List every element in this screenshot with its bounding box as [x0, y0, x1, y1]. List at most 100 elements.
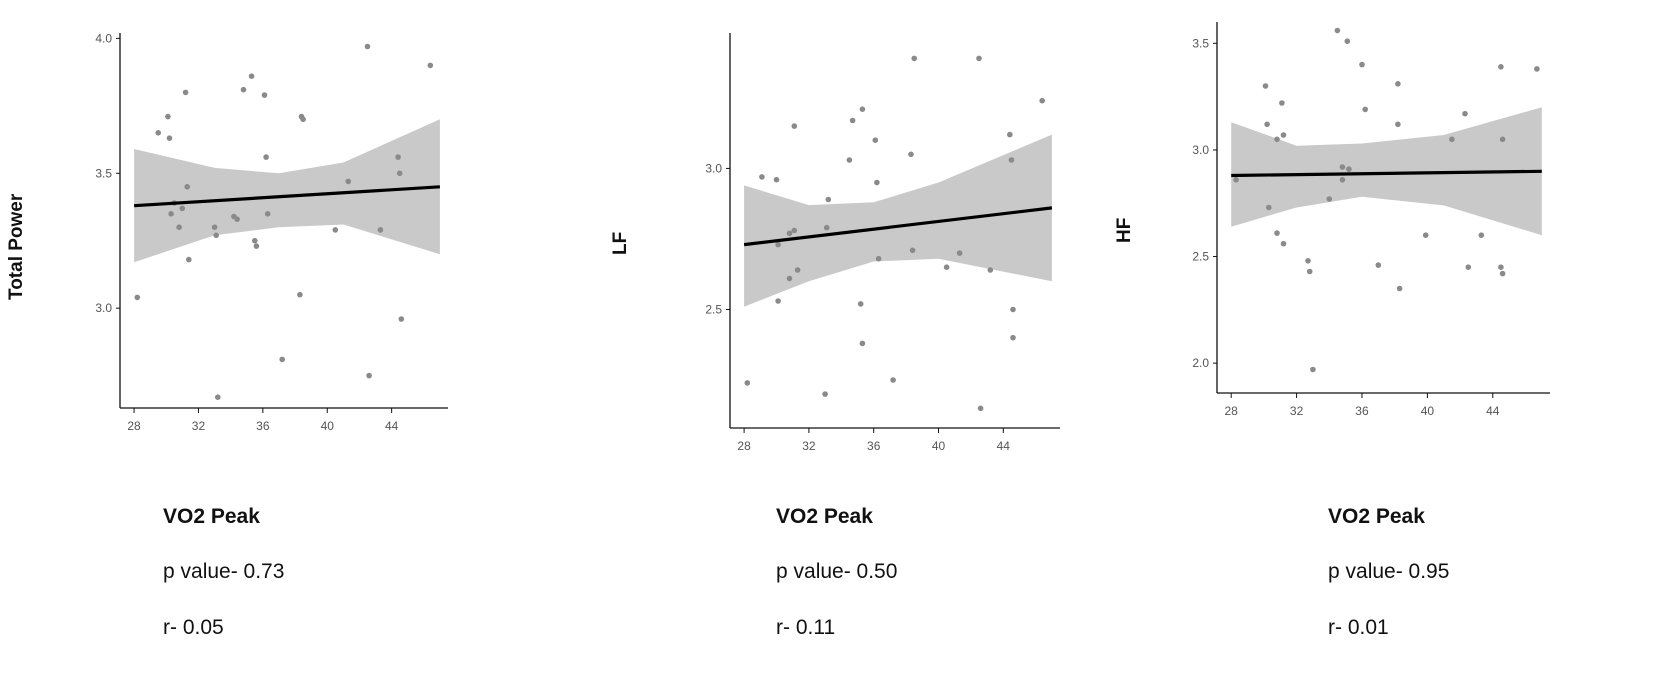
chart-panel-lf: 2.5 3.0 28 32 36 40 44 LF VO2 Peak p value- 0.… [560, 0, 1120, 683]
data-point [773, 176, 780, 183]
data-point [1305, 258, 1311, 264]
data-point [364, 43, 371, 50]
x-tick-label: 32 [802, 439, 816, 453]
data-point [1039, 97, 1045, 104]
data-point [234, 216, 240, 222]
y-axis-label: Total Power [6, 193, 27, 300]
y-axis-label: HF [1114, 217, 1135, 243]
data-point [377, 227, 384, 233]
y-tick-label: 3.0 [1192, 143, 1209, 157]
regression-line [134, 185, 440, 208]
x-tick-label: 44 [385, 419, 399, 433]
p-value-text: p value- 0.50 [776, 560, 898, 583]
x-tick-label: 44 [1486, 404, 1500, 418]
data-point [823, 224, 830, 231]
x-tick-label: 44 [997, 439, 1011, 453]
data-point [176, 224, 182, 230]
x-tick-label: 36 [256, 419, 270, 433]
data-point [1449, 136, 1455, 143]
data-point [846, 157, 853, 163]
data-point [1262, 83, 1269, 89]
data-point [849, 117, 856, 124]
data-point [398, 316, 405, 322]
y-tick-label: 3.5 [95, 166, 112, 180]
data-point [332, 227, 339, 233]
data-point [1280, 240, 1287, 247]
data-point [252, 237, 258, 244]
data-point [427, 62, 434, 69]
y-tick-label: 4.0 [95, 31, 112, 45]
data-point [1233, 177, 1239, 183]
data-point [1306, 268, 1313, 275]
y-tick-label: 2.5 [705, 303, 722, 317]
x-axis-label: VO2 Peak [163, 505, 260, 528]
r-value-text: r- 0.11 [776, 616, 836, 639]
data-point [859, 340, 866, 347]
p-value-text: p value- 0.95 [1328, 560, 1450, 583]
data-point [857, 301, 864, 307]
data-point [396, 170, 403, 177]
chart-panel-total-power: 3.0 3.5 4.0 28 32 36 40 44 Total Power VO2 Peak… [0, 0, 560, 683]
x-tick-label: 36 [1355, 404, 1369, 418]
confidence-band [1231, 107, 1542, 236]
scatter-plot: 2.0 2.5 3.0 3.5 28 32 36 40 44 [1192, 22, 1550, 418]
scatter-plot: 2.5 3.0 28 32 36 40 44 [705, 33, 1060, 453]
data-point [1310, 366, 1316, 373]
data-point [1375, 262, 1382, 268]
scatter-plot: 3.0 3.5 4.0 28 32 36 40 44 [95, 31, 448, 433]
data-point [744, 380, 751, 386]
x-tick-label: 32 [1290, 404, 1304, 418]
data-point [263, 154, 269, 160]
data-point [943, 264, 950, 271]
data-point [1534, 66, 1540, 72]
data-point [253, 243, 260, 249]
y-tick-label: 2.5 [1192, 250, 1209, 264]
data-point [279, 356, 286, 363]
data-point [1274, 136, 1280, 143]
regression-line [1231, 169, 1542, 178]
y-tick-label: 3.0 [705, 161, 722, 175]
data-point [264, 211, 271, 217]
data-point [1266, 204, 1272, 211]
data-point [859, 106, 866, 112]
data-point [155, 130, 161, 136]
confidence-band [744, 134, 1052, 307]
data-point [1362, 106, 1368, 113]
data-point [1396, 285, 1403, 292]
data-point [890, 377, 896, 383]
data-point [775, 241, 781, 248]
data-point [165, 113, 171, 120]
data-point [1498, 264, 1504, 271]
data-point [300, 116, 306, 123]
data-point [791, 227, 798, 234]
data-point [1499, 270, 1506, 277]
data-point [261, 92, 268, 98]
data-point [1498, 64, 1504, 70]
data-point [956, 250, 963, 256]
data-point [179, 205, 186, 212]
data-point [786, 275, 793, 282]
data-point [822, 391, 828, 397]
data-point [1339, 164, 1346, 170]
data-point [1008, 157, 1015, 163]
x-tick-label: 28 [127, 419, 141, 433]
data-point [248, 73, 255, 79]
x-axis-label: VO2 Peak [1328, 505, 1425, 528]
data-point [872, 137, 879, 143]
data-point [786, 230, 793, 237]
data-point [1395, 81, 1401, 87]
data-point [909, 247, 916, 254]
chart-panel-hf: 2.0 2.5 3.0 3.5 28 32 36 40 44 HF VO2 Peak p val… [1114, 0, 1654, 683]
data-point [874, 179, 880, 186]
data-point [134, 294, 141, 301]
x-tick-label: 28 [737, 439, 751, 453]
data-point [186, 256, 192, 263]
data-point [1395, 121, 1401, 128]
data-point [1010, 306, 1016, 313]
y-tick-label: 3.5 [1192, 36, 1209, 50]
data-point [1007, 131, 1013, 138]
data-point [184, 184, 190, 190]
data-point [908, 151, 914, 158]
data-point [1264, 121, 1270, 128]
data-point [1274, 230, 1280, 236]
